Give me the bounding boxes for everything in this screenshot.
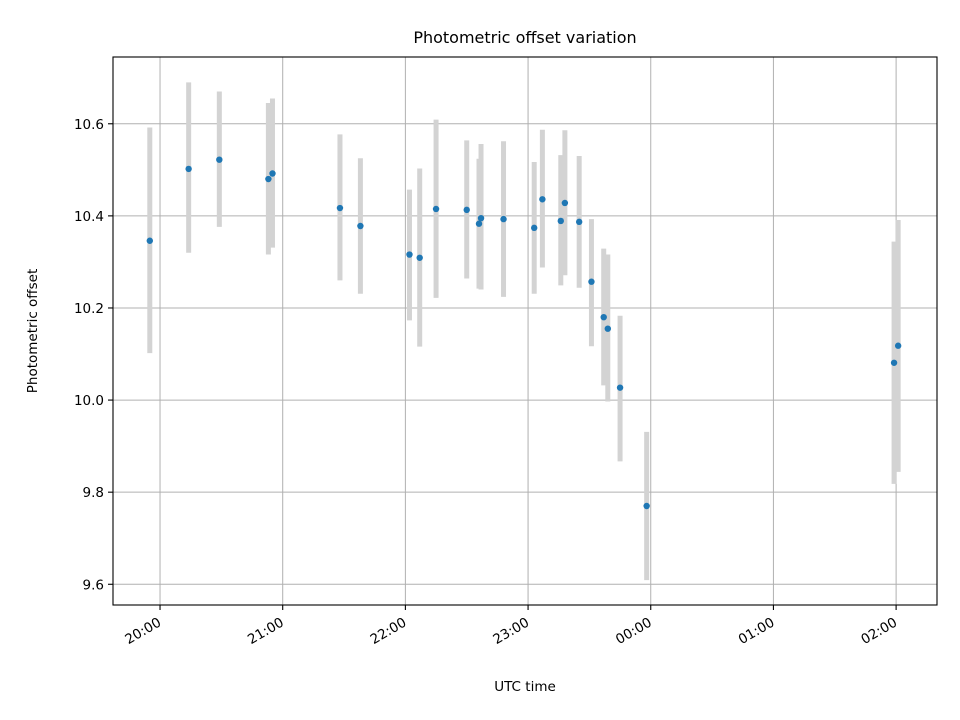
data-point <box>890 359 898 366</box>
data-point <box>477 214 485 222</box>
data-point <box>146 237 154 244</box>
data-point <box>185 165 192 173</box>
data-point <box>432 205 440 213</box>
data-point <box>575 218 583 226</box>
y-tick-label: 10.0 <box>74 393 104 409</box>
data-point <box>216 156 223 163</box>
data-point <box>416 254 423 261</box>
data-point <box>604 325 612 332</box>
chart-title: Photometric offset variation <box>413 28 636 47</box>
data-point <box>539 196 546 203</box>
data-point <box>894 342 902 349</box>
y-tick-label: 9.8 <box>83 485 104 501</box>
data-point <box>561 199 569 207</box>
data-point <box>357 222 364 230</box>
data-point <box>336 204 344 212</box>
data-point <box>265 175 272 183</box>
data-point <box>463 206 470 214</box>
data-point <box>475 220 483 227</box>
data-point <box>588 278 595 285</box>
data-point <box>643 502 650 510</box>
data-point <box>557 217 564 225</box>
y-tick-label: 10.2 <box>74 301 104 317</box>
data-point <box>616 384 624 391</box>
y-tick-label: 10.6 <box>74 117 104 133</box>
plot-frame <box>112 56 938 606</box>
data-point <box>600 313 607 321</box>
data-point <box>269 170 276 177</box>
grid <box>113 57 937 605</box>
x-axis-label: UTC time <box>494 679 556 695</box>
y-axis-label: Photometric offset <box>25 269 41 393</box>
y-tick-label: 10.4 <box>74 209 104 225</box>
data-point <box>500 215 507 223</box>
y-tick-label: 9.6 <box>83 577 104 593</box>
data-point <box>406 251 413 258</box>
data-point <box>531 224 538 232</box>
data-points <box>146 156 902 510</box>
